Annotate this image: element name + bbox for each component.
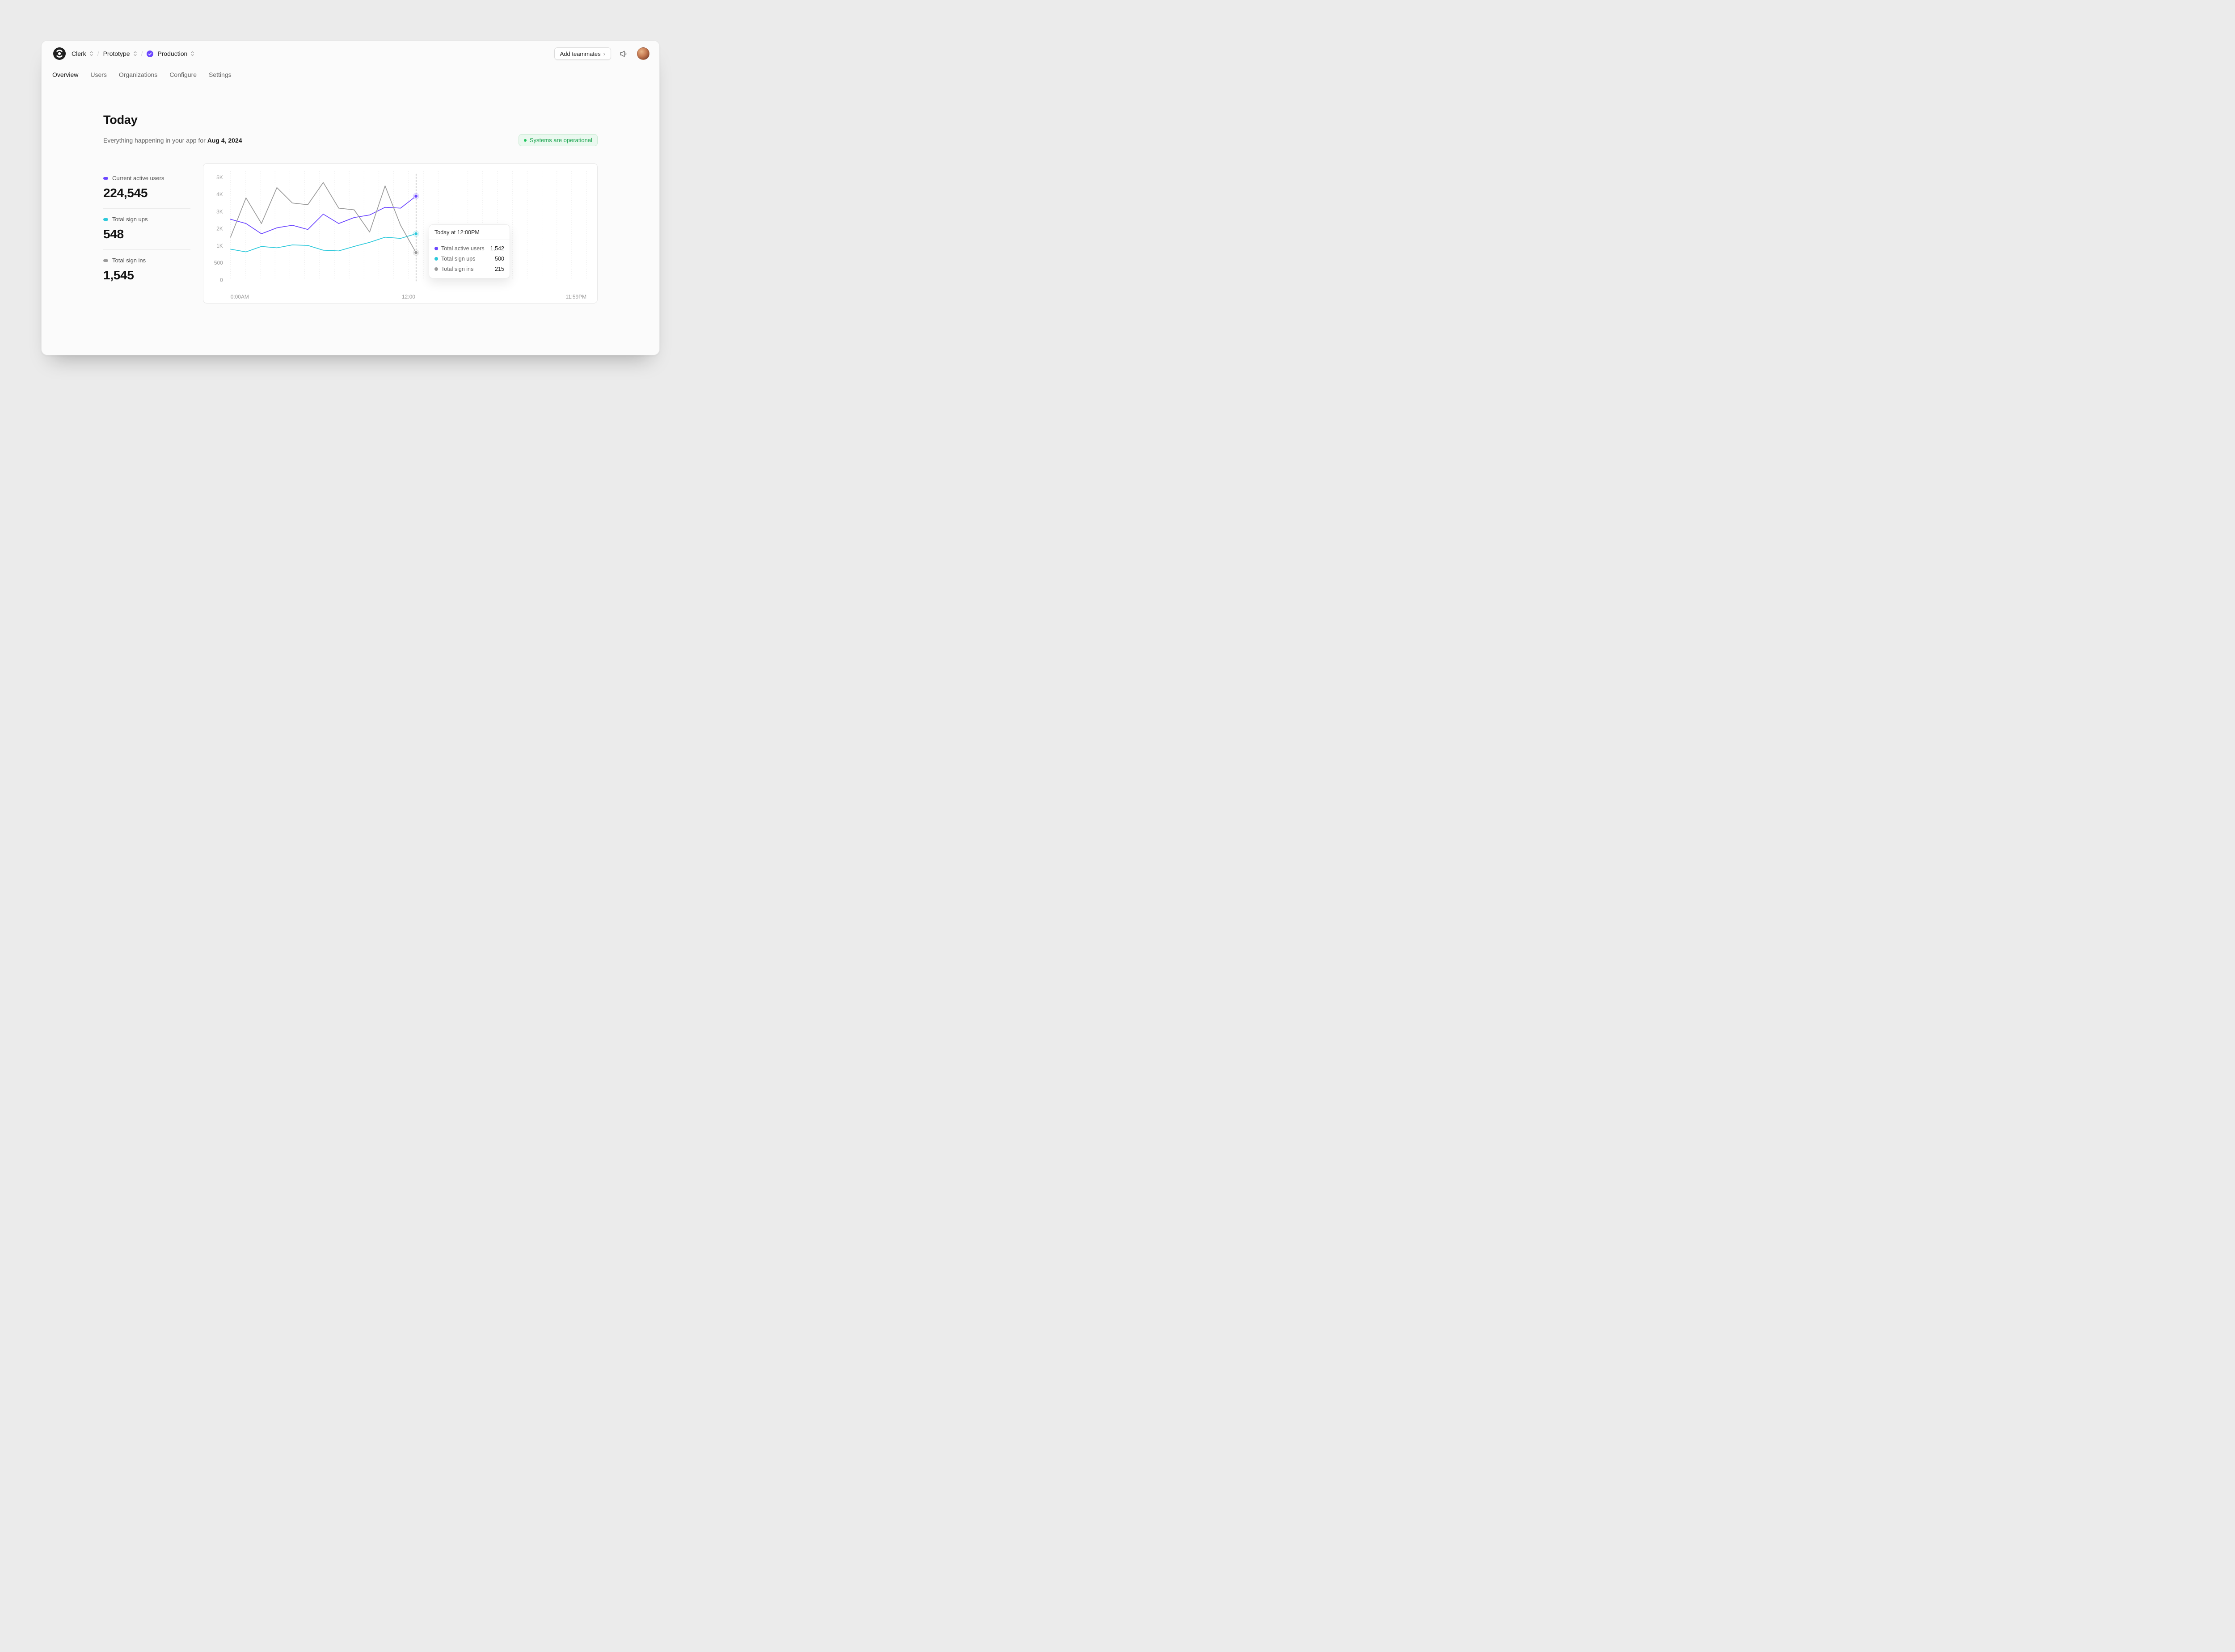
tab-settings[interactable]: Settings [209, 71, 232, 78]
breadcrumb-workspace[interactable]: Clerk [72, 50, 93, 57]
svg-text:0: 0 [220, 277, 223, 283]
stat-total-sign-ups: Total sign ups 548 [103, 216, 190, 250]
primary-nav: Overview Users Organizations Configure S… [42, 67, 659, 84]
stat-total-sign-ins: Total sign ins 1,545 [103, 257, 190, 291]
activity-chart-panel: 0 500 1K 2K 3K 4K 5K 0:00AM 12:00 11:59PM Today a… [203, 163, 598, 303]
chevron-right-icon: › [603, 50, 605, 57]
stat-label: Current active users [112, 175, 164, 181]
chevron-updown-icon [133, 51, 137, 56]
add-teammates-button[interactable]: Add teammates › [554, 47, 611, 60]
stat-value: 224,545 [103, 186, 148, 200]
tooltip-row-label: Total sign ins [441, 266, 474, 272]
page-subtitle: Everything happening in your app for Aug… [103, 137, 242, 144]
tooltip-row-value: 500 [495, 255, 504, 262]
svg-text:3K: 3K [216, 208, 223, 215]
tooltip-title: Today at 12:00PM [429, 225, 510, 240]
user-avatar[interactable] [637, 47, 649, 60]
tooltip-row-sign-ups: Total sign ups 500 [434, 253, 504, 264]
tab-overview[interactable]: Overview [52, 71, 79, 78]
status-badge[interactable]: Systems are operational [518, 134, 598, 146]
tooltip-row-sign-ins: Total sign ins 215 [434, 264, 504, 274]
chart-tooltip: Today at 12:00PM Total active users 1,54… [429, 224, 510, 278]
series-dot-sign-ups-icon [434, 257, 438, 261]
stat-value: 548 [103, 227, 124, 241]
breadcrumb-instance-label: Production [157, 50, 188, 57]
add-teammates-label: Add teammates [560, 50, 601, 57]
status-badge-label: Systems are operational [529, 137, 592, 143]
tab-organizations[interactable]: Organizations [118, 71, 158, 78]
svg-text:0:00AM: 0:00AM [231, 294, 249, 300]
tab-configure[interactable]: Configure [169, 71, 197, 78]
tooltip-row-active-users: Total active users 1,542 [434, 243, 504, 253]
chevron-updown-icon [191, 51, 194, 56]
tab-users[interactable]: Users [90, 71, 107, 78]
app-window: Clerk / Prototype / Production [41, 40, 660, 355]
svg-text:1K: 1K [216, 243, 223, 249]
series-dot-active-users-icon [434, 246, 438, 250]
series-dot-sign-ups-icon [103, 218, 108, 221]
tooltip-row-value: 215 [495, 266, 504, 272]
stat-value: 1,545 [103, 268, 134, 282]
subtitle-date: Aug 4, 2024 [207, 136, 242, 144]
tooltip-row-value: 1,542 [490, 245, 504, 252]
breadcrumb-application[interactable]: Prototype [103, 50, 137, 57]
top-bar: Clerk / Prototype / Production [42, 41, 659, 67]
breadcrumb-instance[interactable]: Production [147, 50, 194, 57]
svg-text:4K: 4K [216, 191, 223, 198]
tooltip-row-label: Total active users [441, 245, 485, 252]
series-dot-sign-ins-icon [434, 267, 438, 271]
breadcrumb-separator: / [141, 50, 143, 57]
svg-text:2K: 2K [216, 226, 223, 232]
stat-current-active-users: Current active users 224,545 [103, 175, 190, 209]
series-dot-sign-ins-icon [103, 259, 108, 262]
svg-text:11:59PM: 11:59PM [565, 294, 586, 300]
stat-label: Total sign ups [112, 216, 148, 223]
svg-text:500: 500 [214, 260, 223, 266]
stat-label: Total sign ins [112, 257, 146, 264]
series-dot-active-users-icon [103, 177, 108, 180]
svg-text:5K: 5K [216, 174, 223, 181]
status-dot-icon [523, 139, 527, 142]
chevron-updown-icon [89, 51, 93, 56]
stats-column: Current active users 224,545 Total sign … [103, 163, 203, 303]
subtitle-text: Everything happening in your app for [103, 136, 207, 144]
announcements-icon[interactable] [619, 49, 629, 59]
clerk-logo-icon [53, 47, 66, 60]
breadcrumb-separator: / [97, 50, 99, 57]
breadcrumb-workspace-label: Clerk [72, 50, 86, 57]
breadcrumb-application-label: Prototype [103, 50, 130, 57]
verified-check-icon [147, 50, 154, 57]
activity-line-chart[interactable]: 0 500 1K 2K 3K 4K 5K 0:00AM 12:00 11:59PM [203, 164, 597, 303]
page-title: Today [103, 113, 138, 126]
svg-text:12:00: 12:00 [402, 294, 415, 300]
tooltip-row-label: Total sign ups [441, 255, 476, 262]
